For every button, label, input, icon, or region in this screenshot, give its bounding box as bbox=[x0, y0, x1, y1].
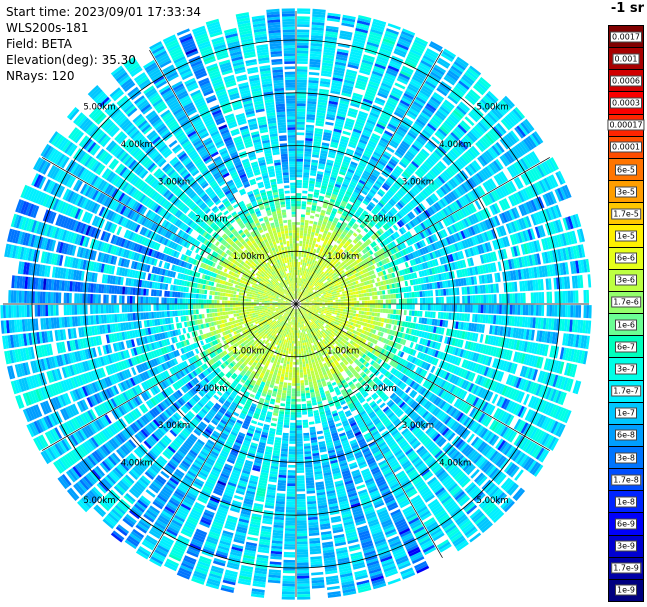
colorbar-tick-label: 1e-6 bbox=[615, 319, 637, 331]
colorbar-tick-label: 1e-8 bbox=[615, 496, 637, 508]
colorbar-segment: 1e-8 bbox=[609, 491, 643, 514]
colorbar-segment: 6e-5 bbox=[609, 158, 643, 182]
colorbar-segment: 1e-7 bbox=[609, 402, 643, 425]
colorbar-segment: 0.0017 bbox=[609, 26, 643, 49]
colorbar-segment: 0.0001 bbox=[609, 136, 643, 159]
colorbar-segment: 0.00017 bbox=[607, 114, 645, 137]
info-block: Start time: 2023/09/01 17:33:34 WLS200s-… bbox=[6, 4, 201, 84]
elevation-text: Elevation(deg): 35.30 bbox=[6, 53, 136, 67]
start-time-text: Start time: 2023/09/01 17:33:34 bbox=[6, 5, 201, 19]
colorbar-segment: 3e-8 bbox=[609, 446, 643, 470]
colorbar-segment: 3e-7 bbox=[609, 358, 643, 381]
colorbar-segment: 3e-9 bbox=[609, 535, 643, 558]
colorbar-tick-label: 0.0017 bbox=[610, 31, 642, 43]
colorbar-segment: 1e-9 bbox=[609, 579, 643, 602]
colorbar-tick-label: 6e-7 bbox=[615, 341, 637, 353]
colorbar-tick-label: 1.7e-6 bbox=[611, 296, 641, 308]
colorbar-tick-label: 1.7e-7 bbox=[611, 385, 641, 397]
colorbar-tick-label: 1e-9 bbox=[615, 584, 637, 596]
colorbar-segment: 3e-6 bbox=[609, 269, 643, 292]
colorbar-stack: 0.0017 0.001 0.0006 0.0003 0.00017 0.0001 6e-5… bbox=[607, 25, 645, 602]
colorbar-segment: 0.0003 bbox=[609, 92, 643, 115]
colorbar-segment: 1e-5 bbox=[609, 225, 643, 248]
colorbar-tick-label: 6e-6 bbox=[615, 252, 637, 264]
colorbar-tick-label: 1e-7 bbox=[615, 407, 637, 419]
colorbar-segment: 6e-8 bbox=[609, 424, 643, 447]
colorbar-segment: 6e-6 bbox=[609, 247, 643, 270]
colorbar-segment: 1.7e-9 bbox=[609, 557, 643, 580]
colorbar-segment: 1.7e-6 bbox=[609, 291, 643, 315]
colorbar-segment: 6e-9 bbox=[609, 513, 643, 536]
colorbar-title: -1 sr bbox=[610, 1, 644, 16]
colorbar-tick-label: 0.00017 bbox=[607, 119, 645, 131]
colorbar-segment: 1.7e-5 bbox=[609, 203, 643, 226]
colorbar-tick-label: 3e-8 bbox=[615, 452, 637, 464]
colorbar-tick-label: 3e-9 bbox=[615, 540, 637, 552]
colorbar-tick-label: 1.7e-5 bbox=[611, 208, 641, 220]
colorbar-tick-label: 0.0001 bbox=[610, 141, 642, 153]
colorbar-segment: 0.0006 bbox=[609, 70, 643, 93]
colorbar-segment: 0.001 bbox=[609, 48, 643, 71]
colorbar-tick-label: 3e-6 bbox=[615, 274, 637, 286]
colorbar-tick-label: 6e-5 bbox=[615, 164, 637, 176]
colorbar-segment: 1.7e-7 bbox=[609, 380, 643, 403]
colorbar-tick-label: 3e-7 bbox=[615, 363, 637, 375]
colorbar-tick-label: 0.0003 bbox=[610, 97, 642, 109]
colorbar-tick-label: 3e-5 bbox=[615, 186, 637, 198]
colorbar-tick-label: 1e-5 bbox=[615, 230, 637, 242]
colorbar-segment: 1.7e-8 bbox=[609, 469, 643, 492]
nrays-text: NRays: 120 bbox=[6, 69, 75, 83]
colorbar-tick-label: 1.7e-8 bbox=[611, 474, 641, 486]
colorbar-tick-label: 6e-9 bbox=[615, 518, 637, 530]
colorbar-segment: 1e-6 bbox=[609, 314, 643, 337]
colorbar-tick-label: 0.001 bbox=[612, 53, 640, 65]
field-text: Field: BETA bbox=[6, 37, 72, 51]
colorbar-segment: 3e-5 bbox=[609, 181, 643, 204]
device-name-text: WLS200s-181 bbox=[6, 21, 89, 35]
colorbar-tick-label: 6e-8 bbox=[615, 429, 637, 441]
colorbar-tick-label: 1.7e-9 bbox=[611, 562, 641, 574]
colorbar-segment: 6e-7 bbox=[609, 336, 643, 359]
colorbar: -1 sr 0.0017 0.001 0.0006 0.0003 0.00017 0.00… bbox=[605, 0, 647, 607]
colorbar-tick-label: 0.0006 bbox=[610, 75, 642, 87]
